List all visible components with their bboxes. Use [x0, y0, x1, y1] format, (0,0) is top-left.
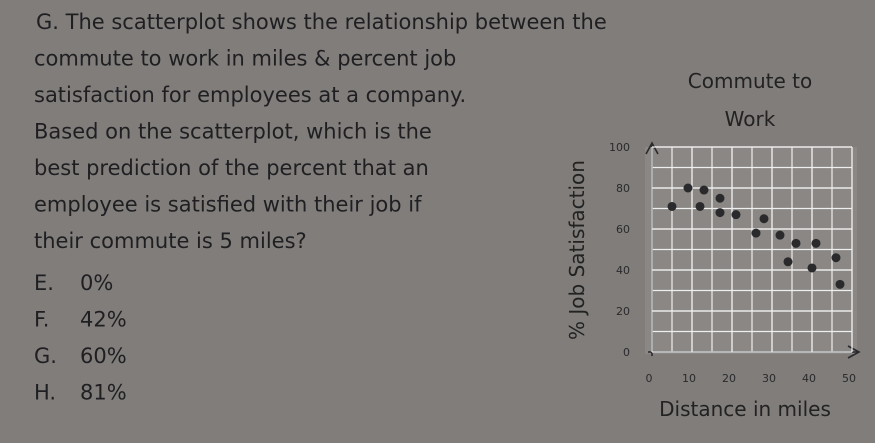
option-text: 81%	[80, 381, 127, 405]
point	[715, 208, 725, 218]
y-axis-label: % Job Satisfaction	[565, 160, 589, 340]
option-letter: E.	[34, 271, 54, 295]
option-text: 0%	[80, 271, 113, 295]
point	[683, 183, 693, 193]
x-tick-label: 10	[682, 372, 696, 385]
question-line: commute to work in miles & percent job	[34, 47, 456, 71]
point	[715, 193, 725, 203]
x-tick-label: 40	[802, 372, 816, 385]
x-tick-label: 50	[842, 372, 856, 385]
x-tick-label: 20	[722, 372, 736, 385]
question-line: G. The scatterplot shows the relationshi…	[36, 10, 607, 34]
point	[667, 201, 677, 211]
point	[835, 279, 845, 289]
point	[699, 185, 709, 195]
question-line: best prediction of the percent that an	[34, 156, 429, 180]
point	[695, 201, 705, 211]
point	[831, 253, 841, 263]
y-tick-label: 0	[623, 346, 630, 359]
point	[751, 228, 761, 238]
point	[783, 257, 793, 267]
question-line: their commute is 5 miles?	[34, 229, 307, 253]
y-tick-label: 40	[616, 264, 630, 277]
option-text: 60%	[80, 344, 127, 368]
point	[731, 210, 741, 220]
y-tick-label: 80	[616, 182, 630, 195]
point	[775, 230, 785, 240]
y-arrow	[645, 141, 659, 155]
plot-area	[645, 147, 857, 354]
point	[791, 238, 801, 248]
x-tick-label: 30	[762, 372, 776, 385]
point	[811, 238, 821, 248]
question-line: Based on the scatterplot, which is the	[34, 120, 432, 144]
point	[759, 214, 769, 224]
option-text: 42%	[80, 308, 127, 332]
option-letter: H.	[34, 381, 56, 405]
x-tick-label: 0	[646, 372, 653, 385]
point	[807, 263, 817, 273]
chart-title: Commute to	[688, 69, 812, 93]
x-axis-label: Distance in miles	[659, 397, 831, 421]
chart-title: Work	[725, 107, 776, 131]
option-letter: G.	[34, 344, 57, 368]
y-tick-label: 20	[616, 305, 630, 318]
y-tick-label: 60	[616, 223, 630, 236]
question-line: employee is satisfied with their job if	[34, 193, 422, 217]
question-line: satisfaction for employees at a company.	[34, 83, 466, 107]
option-letter: F.	[34, 308, 49, 332]
y-tick-label: 100	[609, 141, 630, 154]
